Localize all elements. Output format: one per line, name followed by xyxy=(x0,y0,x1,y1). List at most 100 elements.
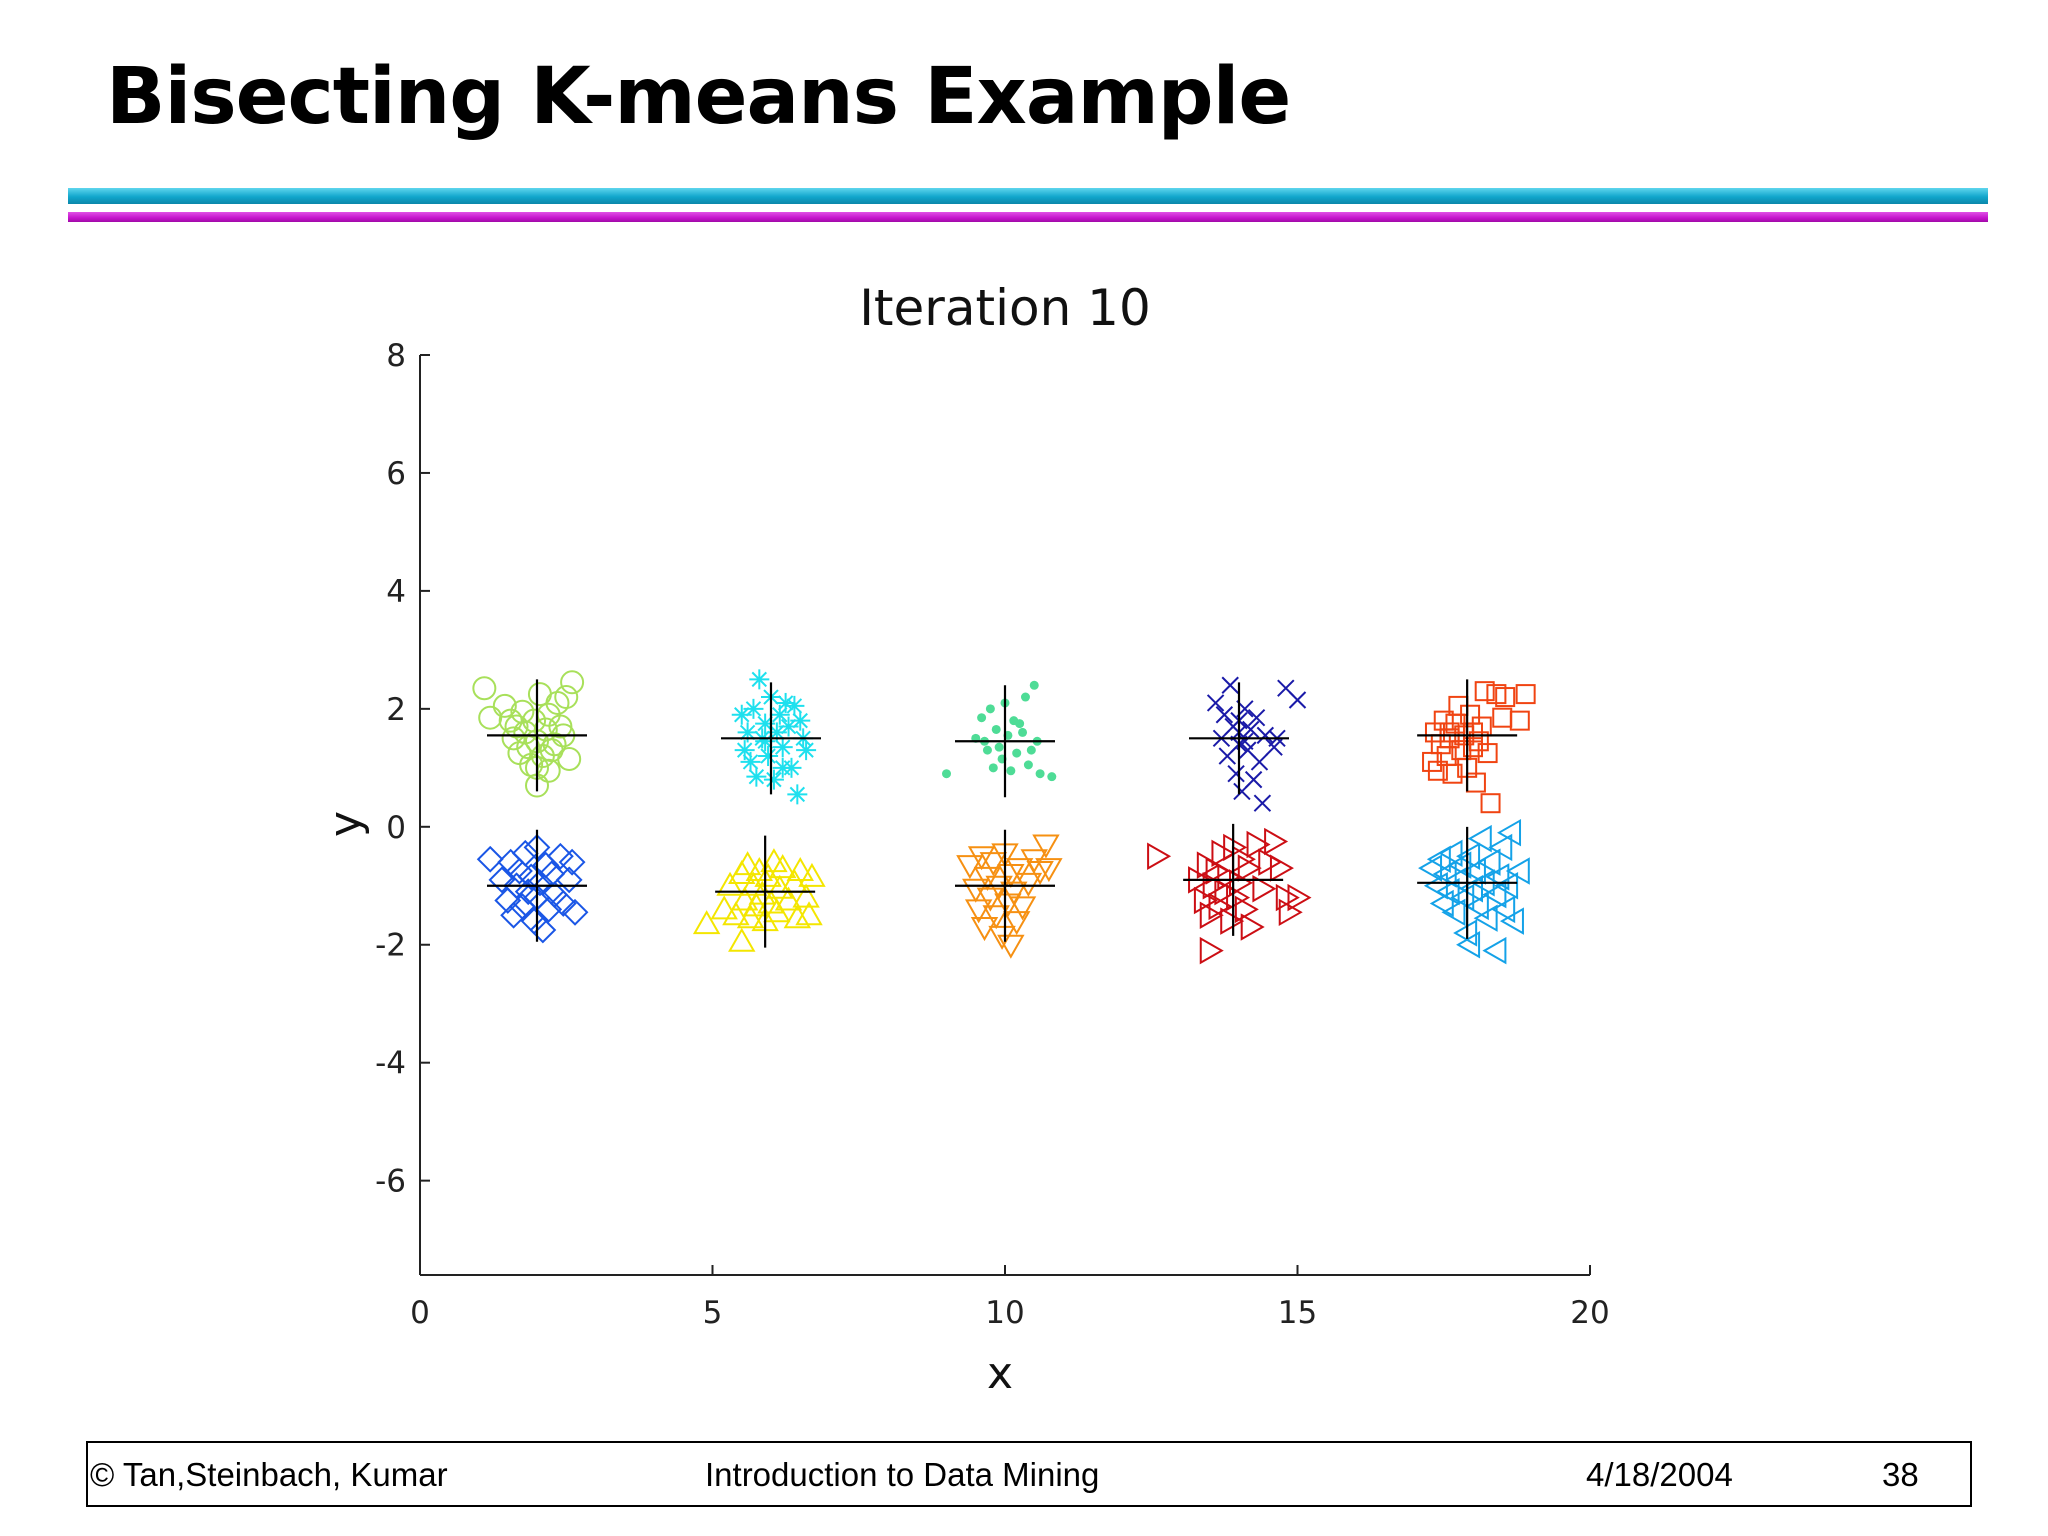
data-point-square xyxy=(1480,793,1501,814)
data-point-triangle-up xyxy=(716,871,744,896)
data-point-square xyxy=(1439,722,1460,743)
data-point-star xyxy=(772,757,793,778)
data-point-triangle-right xyxy=(1205,857,1230,885)
data-point-dot xyxy=(1015,719,1025,729)
data-point-triangle-up xyxy=(730,886,759,911)
data-point-circle xyxy=(501,726,526,751)
data-point-triangle-left xyxy=(1447,851,1472,879)
y-tick-label: 6 xyxy=(386,456,406,492)
data-point-star xyxy=(743,698,764,719)
data-point-circle xyxy=(539,738,564,763)
data-point-triangle-right xyxy=(1147,842,1172,871)
data-point-triangle-left xyxy=(1456,931,1481,959)
data-point-x xyxy=(1241,720,1260,739)
title-rule-magenta xyxy=(68,212,1988,222)
data-point-triangle-left xyxy=(1473,904,1498,932)
data-point-circle xyxy=(492,693,517,718)
data-point-triangle-up xyxy=(768,854,797,879)
centroid-marker xyxy=(715,835,816,948)
data-point-triangle-left xyxy=(1482,880,1507,909)
x-tick-label: 5 xyxy=(703,1295,723,1331)
data-point-triangle-down xyxy=(1008,896,1037,921)
data-point-triangle-down xyxy=(1000,881,1028,906)
data-point-dot xyxy=(1006,766,1016,776)
data-point-triangle-left xyxy=(1482,936,1507,965)
data-point-dot xyxy=(1035,769,1045,779)
centroid-layer xyxy=(487,679,1518,948)
data-point-square xyxy=(1463,737,1483,758)
data-point-star xyxy=(787,784,808,805)
data-point-triangle-right xyxy=(1199,901,1224,929)
data-point-triangle-down xyxy=(982,905,1010,930)
data-point-circle xyxy=(560,670,585,695)
data-point-star xyxy=(790,710,811,731)
chart-title: Iteration 10 xyxy=(859,279,1151,337)
data-point-x xyxy=(1253,794,1272,812)
data-point-triangle-left xyxy=(1461,857,1486,885)
data-point-triangle-down xyxy=(1014,872,1043,897)
centroid-marker xyxy=(1417,679,1518,792)
data-point-x xyxy=(1288,691,1307,709)
centroid-marker xyxy=(1189,682,1289,795)
data-point-diamond xyxy=(500,901,528,929)
data-point-triangle-down xyxy=(1026,861,1054,886)
data-point-triangle-right xyxy=(1220,907,1245,935)
data-point-star xyxy=(755,713,776,734)
data-point-star xyxy=(740,751,761,772)
data-point-triangle-up xyxy=(733,851,762,876)
data-point-triangle-left xyxy=(1464,892,1489,921)
centroid-marker xyxy=(1417,826,1518,939)
data-point-dot xyxy=(982,745,992,755)
data-point-square xyxy=(1509,710,1530,731)
data-point-star xyxy=(737,722,758,743)
data-point-triangle-left xyxy=(1505,857,1530,885)
data-point-dot xyxy=(1018,727,1028,737)
data-point-triangle-left xyxy=(1441,898,1466,927)
data-point-triangle-right xyxy=(1258,848,1283,876)
data-point-triangle-left xyxy=(1499,907,1524,935)
data-point-x xyxy=(1256,726,1275,745)
data-point-triangle-left xyxy=(1488,833,1513,862)
data-point-triangle-right xyxy=(1278,898,1303,927)
data-point-triangle-up xyxy=(786,857,814,882)
centroid-marker xyxy=(721,682,821,795)
data-point-triangle-down xyxy=(956,855,984,880)
data-point-x xyxy=(1227,765,1245,783)
data-point-circle xyxy=(554,685,579,710)
x-tick-label: 10 xyxy=(985,1295,1024,1331)
data-point-star xyxy=(755,731,776,752)
data-point-diamond xyxy=(555,866,583,894)
footer-page-number: 38 xyxy=(1882,1456,1919,1493)
data-point-triangle-down xyxy=(973,866,1002,891)
data-point-triangle-left xyxy=(1450,883,1475,912)
data-point-x xyxy=(1215,706,1234,724)
data-point-triangle-left xyxy=(1453,919,1478,947)
data-point-triangle-right xyxy=(1240,913,1265,941)
data-point-triangle-up xyxy=(692,910,721,935)
y-tick-label: 0 xyxy=(386,810,406,846)
data-point-circle xyxy=(504,714,529,739)
data-point-triangle-up xyxy=(710,895,738,920)
data-point-triangle-right xyxy=(1223,833,1248,862)
data-point-diamond xyxy=(506,857,533,885)
x-tick-label: 0 xyxy=(410,1295,430,1331)
data-point-triangle-left xyxy=(1418,854,1443,882)
data-point-square xyxy=(1495,687,1516,708)
data-point-x xyxy=(1244,770,1263,789)
x-tick-label: 15 xyxy=(1278,1295,1317,1331)
y-tick-label: -2 xyxy=(375,928,406,964)
data-point-dot xyxy=(1047,772,1057,782)
data-point-triangle-down xyxy=(962,878,990,903)
data-point-star xyxy=(784,695,805,716)
data-point-triangle-right xyxy=(1234,895,1259,924)
data-point-triangle-left xyxy=(1476,848,1501,876)
data-point-circle xyxy=(478,705,503,730)
data-point-dot xyxy=(1023,760,1033,770)
data-point-x xyxy=(1221,676,1239,694)
data-point-triangle-left xyxy=(1435,877,1460,906)
data-point-dot xyxy=(991,724,1001,734)
data-point-dot xyxy=(994,742,1004,752)
data-point-dot xyxy=(1020,692,1030,702)
data-point-triangle-right xyxy=(1264,827,1289,856)
